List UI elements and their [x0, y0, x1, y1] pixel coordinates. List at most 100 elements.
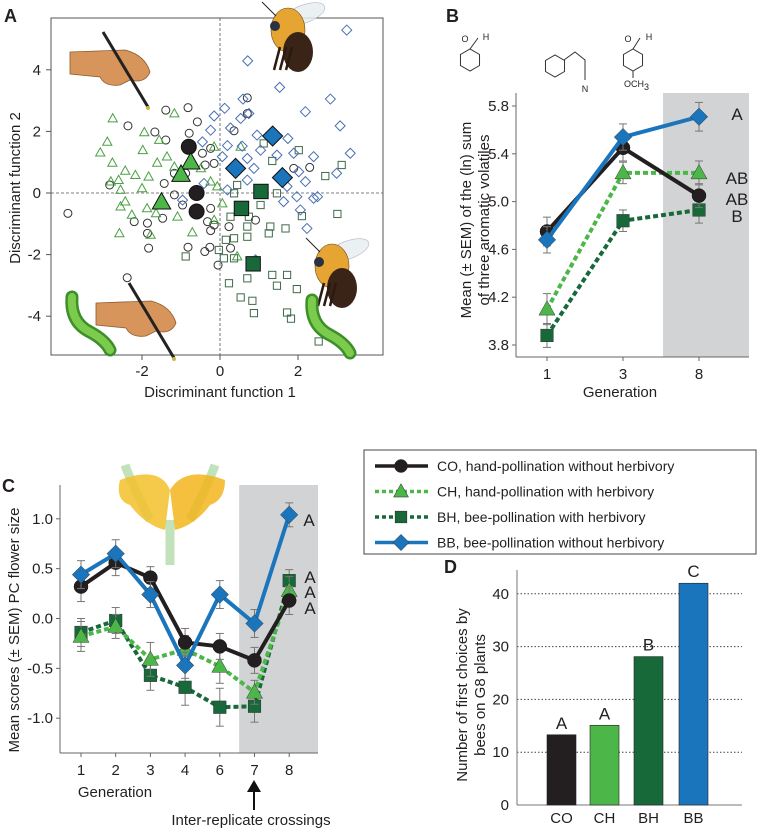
data-point-ch	[105, 175, 117, 186]
atom-label: H	[483, 32, 490, 42]
data-point-co	[205, 242, 215, 252]
x-tick-label: 0	[216, 363, 224, 380]
data-point-bb	[243, 107, 255, 120]
data-point-bh	[266, 222, 275, 231]
data-point-bh	[297, 212, 306, 221]
mean-point-bb	[261, 125, 284, 147]
y-axis-title-line1: Mean (± SEM) of the (ln) sum	[458, 122, 475, 319]
panel-a-scatter: -2 0 2 -4 -2 0 2 4 Discriminant function 1 Discri…	[7, 1, 384, 401]
x-axis-title: Discriminant function 1	[144, 384, 296, 401]
legend-box	[363, 449, 757, 555]
data-point-ch	[141, 202, 153, 213]
y-axis-title-line1: Number of first choices by	[454, 608, 471, 782]
data-point-bh	[268, 270, 277, 280]
legend-item-co: CO, hand-pollination without herbivory	[375, 458, 674, 474]
y-axis-title-line2: of three aromatic volatiles	[476, 135, 493, 306]
data-point-bb	[334, 120, 346, 132]
data-point-ch	[94, 146, 106, 157]
legend-marker-diamond	[392, 534, 410, 551]
data-point-ch	[113, 227, 125, 238]
paintbrush-icon	[101, 31, 150, 108]
data-point-ch	[138, 126, 150, 137]
data-point-bb	[248, 162, 260, 175]
mean-point-bh	[233, 200, 250, 217]
data-point-co	[206, 226, 216, 236]
panel-label-a: A	[4, 6, 17, 26]
data-point-ch	[208, 140, 220, 151]
y-axis-title: Mean (± SEM) of the (ln) sumof three aro…	[458, 122, 493, 319]
data-point-bh	[616, 214, 630, 228]
legend-marker-triangle	[393, 483, 409, 498]
data-point-co	[200, 160, 210, 170]
x-tick-label: 7	[250, 762, 258, 779]
data-point-co	[281, 593, 297, 608]
series-bh-means	[233, 183, 269, 272]
data-point-bb	[241, 152, 254, 165]
data-point-bb	[106, 544, 125, 563]
data-point-bh	[272, 189, 282, 198]
bee-antenna	[261, 1, 277, 17]
data-point-ch	[690, 164, 708, 180]
data-point-ch	[126, 209, 138, 219]
data-point-ch	[205, 175, 217, 186]
data-point-ch	[129, 169, 141, 180]
data-point-bh	[264, 229, 273, 238]
bee-leg	[278, 46, 288, 71]
data-point-bb	[277, 195, 290, 208]
data-point-co	[129, 217, 139, 227]
x-tick-label: 1	[543, 366, 551, 383]
data-point-bh	[233, 180, 242, 190]
bee-eye	[314, 257, 324, 267]
data-point-ch	[141, 650, 159, 666]
bee-abdomen	[327, 268, 357, 308]
x-tick-label: BB	[683, 810, 703, 827]
significance-label: A	[304, 568, 316, 587]
data-point-bb	[234, 112, 247, 125]
data-point-ch	[538, 300, 556, 316]
y-tick-label: 3.8	[488, 337, 509, 354]
mean-point-bh	[253, 183, 269, 200]
y-tick-label: 5.4	[488, 146, 509, 163]
y-tick-label: 0.0	[32, 611, 53, 628]
data-point-bb	[330, 167, 343, 179]
data-point-bb	[341, 24, 353, 36]
series-bb	[71, 502, 299, 679]
mean-point-co	[180, 138, 197, 155]
bee-antenna	[305, 237, 321, 253]
mean-point-bb	[224, 157, 247, 180]
atom-label: OCH	[624, 79, 644, 89]
bee-leg	[284, 46, 294, 71]
data-point-bb	[224, 122, 237, 134]
mean-point-co	[188, 203, 205, 220]
bond	[563, 51, 586, 80]
data-point-co	[178, 200, 188, 210]
data-point-bb	[288, 147, 300, 159]
data-point-bh	[243, 232, 252, 241]
y-tick-label: 10	[492, 744, 509, 761]
data-point-co	[123, 121, 133, 131]
data-point-bh	[229, 189, 239, 198]
annotation-inter-replicate-crossings: Inter-replicate crossings	[171, 812, 330, 829]
data-point-bh	[272, 281, 282, 290]
significance-label: AB	[726, 190, 749, 209]
y-tick-label: -4	[28, 308, 41, 325]
data-point-bh	[229, 254, 239, 263]
data-point-ch	[101, 136, 113, 146]
data-point-bh	[333, 209, 342, 219]
data-point-co	[122, 273, 132, 283]
x-tick-label: 4	[181, 762, 189, 779]
atom-label: O	[461, 34, 468, 44]
data-point-co	[226, 243, 236, 253]
bond	[632, 37, 641, 50]
y-axis-title: Discriminant function 2	[7, 112, 24, 264]
data-point-bb	[311, 190, 324, 203]
significance-label: A	[304, 599, 316, 618]
y-axis-title: Mean scores (± SEM) PC flower size	[6, 508, 23, 753]
data-point-bh	[224, 279, 234, 288]
legend-item-bh: BH, bee-pollination with herbivory	[375, 509, 646, 525]
data-point-bb	[307, 150, 320, 163]
data-point-ch	[208, 214, 220, 225]
data-point-co	[192, 117, 202, 127]
data-point-bh	[314, 337, 323, 346]
